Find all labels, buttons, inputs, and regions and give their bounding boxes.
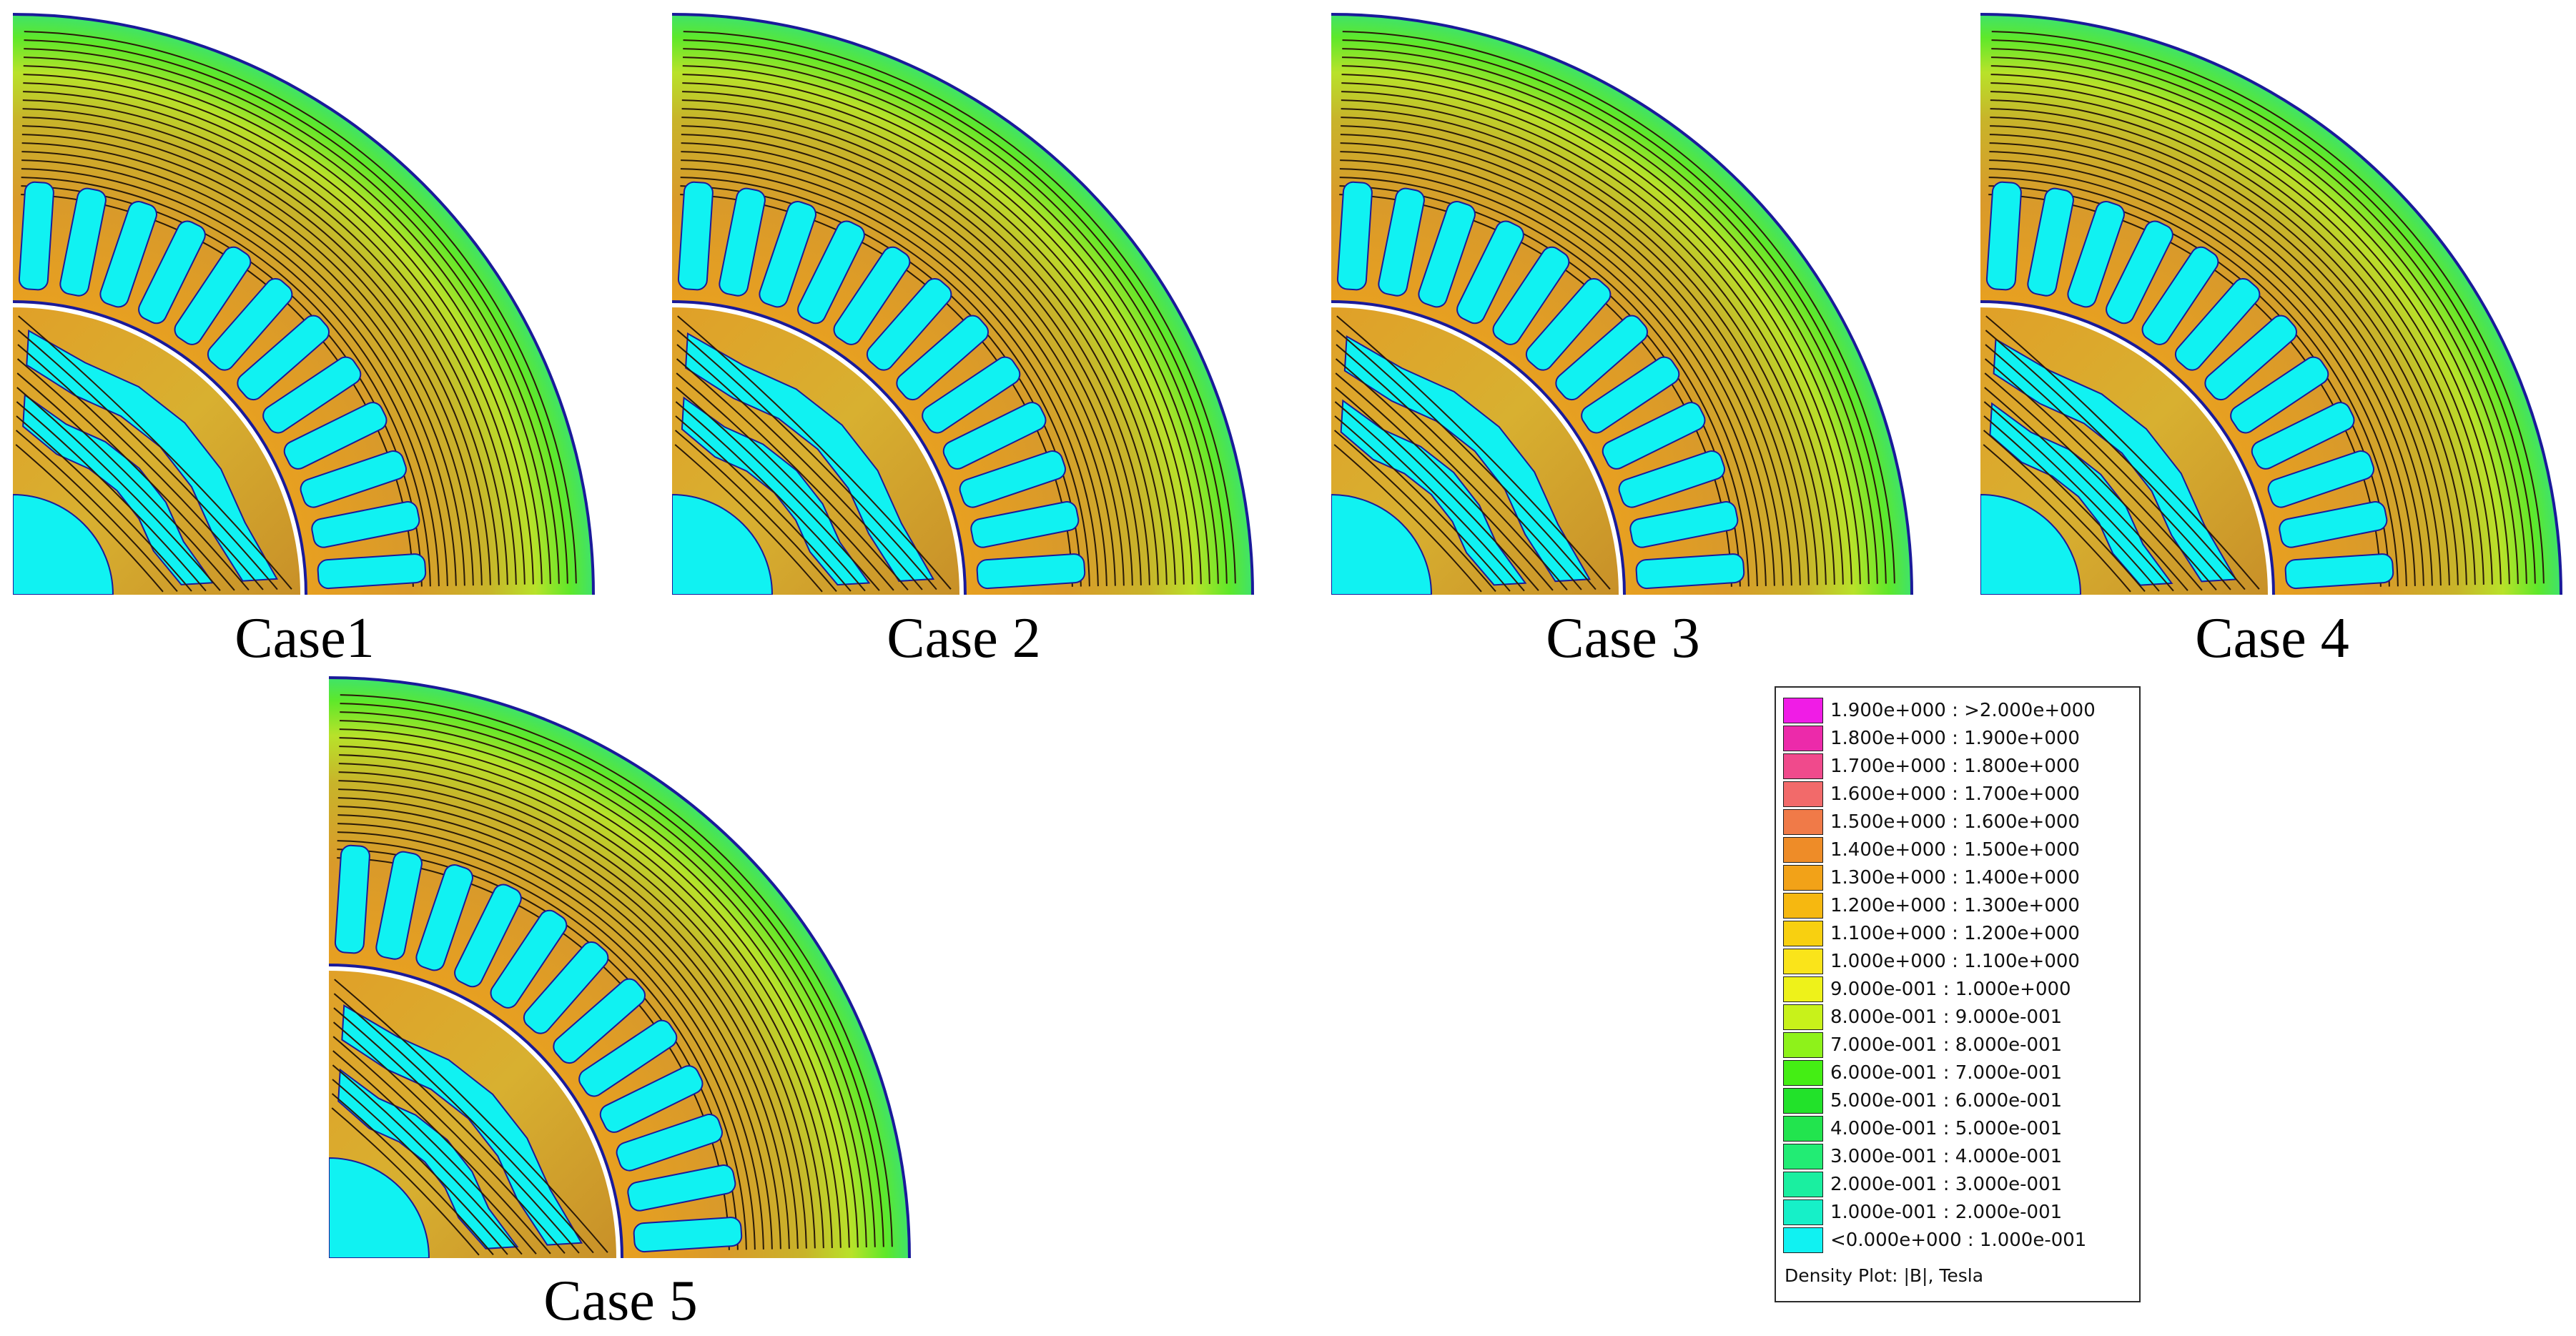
motor-flux-plot — [13, 13, 595, 595]
motor-flux-plot — [1980, 13, 2562, 595]
legend-entry: 1.300e+000 : 1.400e+000 — [1783, 864, 2080, 891]
caption-case1: Case1 — [235, 607, 375, 670]
legend-swatch — [1783, 808, 1823, 835]
legend-entry: 6.000e-001 : 7.000e-001 — [1783, 1059, 2062, 1087]
legend-entry: 8.000e-001 : 9.000e-001 — [1783, 1003, 2062, 1031]
legend-label: 1.000e+000 : 1.100e+000 — [1830, 950, 2080, 972]
legend-swatch — [1783, 920, 1823, 946]
legend-label: 5.000e-001 : 6.000e-001 — [1830, 1089, 2063, 1112]
legend-entry: 1.700e+000 : 1.800e+000 — [1783, 752, 2080, 780]
legend-entry: 7.000e-001 : 8.000e-001 — [1783, 1031, 2062, 1059]
legend-swatch — [1783, 864, 1823, 891]
legend-swatch — [1783, 697, 1823, 723]
legend-label: 1.500e+000 : 1.600e+000 — [1830, 811, 2080, 833]
legend-entry: 1.000e+000 : 1.100e+000 — [1783, 947, 2080, 975]
legend-label: 1.400e+000 : 1.500e+000 — [1830, 838, 2080, 861]
legend-swatch — [1783, 836, 1823, 863]
legend-entry: 1.900e+000 : >2.000e+000 — [1783, 696, 2096, 724]
legend-label: 1.600e+000 : 1.700e+000 — [1830, 783, 2080, 805]
legend-swatch — [1783, 1199, 1823, 1225]
legend-entry: 1.500e+000 : 1.600e+000 — [1783, 808, 2080, 836]
caption-case3: Case 3 — [1546, 607, 1700, 670]
caption-case5: Case 5 — [543, 1270, 698, 1332]
panel-case1 — [13, 11, 596, 595]
legend-swatch — [1783, 1227, 1823, 1253]
caption-case2: Case 2 — [887, 607, 1041, 670]
legend-label: 1.200e+000 : 1.300e+000 — [1830, 894, 2080, 916]
motor-flux-plot — [329, 676, 911, 1258]
legend-label: 9.000e-001 : 1.000e+000 — [1830, 978, 2071, 1000]
legend: Density Plot: |B|, Tesla 1.900e+000 : >2… — [1775, 686, 2141, 1302]
legend-entry: 1.000e-001 : 2.000e-001 — [1783, 1198, 2062, 1226]
legend-swatch — [1783, 1143, 1823, 1169]
legend-swatch — [1783, 1031, 1823, 1058]
legend-swatch — [1783, 1087, 1823, 1114]
legend-label: 3.000e-001 : 4.000e-001 — [1830, 1145, 2063, 1167]
legend-entry: <0.000e+000 : 1.000e-001 — [1783, 1226, 2086, 1254]
legend-label: 6.000e-001 : 7.000e-001 — [1830, 1062, 2063, 1084]
legend-swatch — [1783, 1004, 1823, 1030]
legend-label: 2.000e-001 : 3.000e-001 — [1830, 1173, 2063, 1195]
legend-swatch — [1783, 1059, 1823, 1086]
caption-case4: Case 4 — [2195, 607, 2349, 670]
legend-caption: Density Plot: |B|, Tesla — [1785, 1265, 1984, 1286]
legend-label: 1.000e-001 : 2.000e-001 — [1830, 1201, 2063, 1223]
legend-label: 8.000e-001 : 9.000e-001 — [1830, 1006, 2063, 1028]
panel-case3 — [1331, 11, 1915, 595]
motor-flux-plot — [672, 13, 1254, 595]
legend-label: 4.000e-001 : 5.000e-001 — [1830, 1117, 2063, 1139]
legend-label: <0.000e+000 : 1.000e-001 — [1830, 1229, 2087, 1251]
legend-label: 1.900e+000 : >2.000e+000 — [1830, 699, 2096, 721]
legend-label: 1.800e+000 : 1.900e+000 — [1830, 727, 2080, 749]
legend-swatch — [1783, 753, 1823, 779]
legend-entry: 1.600e+000 : 1.700e+000 — [1783, 780, 2080, 808]
legend-swatch — [1783, 1171, 1823, 1197]
legend-entry: 1.400e+000 : 1.500e+000 — [1783, 836, 2080, 864]
legend-entry: 9.000e-001 : 1.000e+000 — [1783, 975, 2071, 1003]
legend-label: 1.300e+000 : 1.400e+000 — [1830, 866, 2080, 889]
legend-swatch — [1783, 725, 1823, 751]
panel-case4 — [1980, 11, 2564, 595]
legend-entry: 3.000e-001 : 4.000e-001 — [1783, 1142, 2062, 1170]
legend-label: 1.700e+000 : 1.800e+000 — [1830, 755, 2080, 777]
legend-swatch — [1783, 781, 1823, 807]
legend-label: 1.100e+000 : 1.200e+000 — [1830, 922, 2080, 944]
legend-swatch — [1783, 1115, 1823, 1142]
legend-swatch — [1783, 948, 1823, 974]
legend-label: 7.000e-001 : 8.000e-001 — [1830, 1034, 2063, 1056]
panel-case2 — [672, 11, 1255, 595]
legend-entry: 5.000e-001 : 6.000e-001 — [1783, 1087, 2062, 1114]
motor-flux-plot — [1331, 13, 1913, 595]
legend-entry: 2.000e-001 : 3.000e-001 — [1783, 1170, 2062, 1198]
legend-swatch — [1783, 976, 1823, 1002]
legend-swatch — [1783, 892, 1823, 919]
legend-entry: 1.100e+000 : 1.200e+000 — [1783, 919, 2080, 947]
legend-entry: 1.800e+000 : 1.900e+000 — [1783, 724, 2080, 752]
legend-entry: 4.000e-001 : 5.000e-001 — [1783, 1114, 2062, 1142]
legend-entry: 1.200e+000 : 1.300e+000 — [1783, 891, 2080, 919]
panel-case5 — [329, 675, 912, 1258]
